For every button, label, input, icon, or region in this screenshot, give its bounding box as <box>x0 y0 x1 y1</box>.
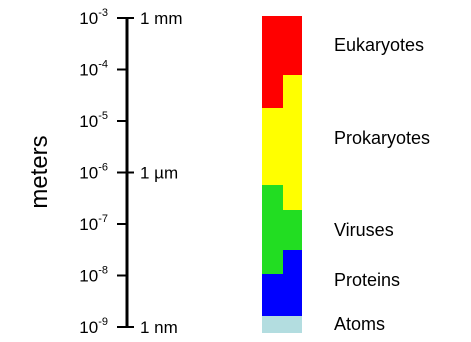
label-viruses: Viruses <box>334 220 394 240</box>
unit-label: 1 µm <box>140 164 178 183</box>
tick-label: 10-8 <box>79 265 108 286</box>
unit-label: 1 nm <box>140 318 178 337</box>
tick-label-exponent: -3 <box>98 7 108 19</box>
tick-label: 10-3 <box>79 7 108 28</box>
tick-label-mantissa: 10 <box>79 164 98 183</box>
label-atoms: Atoms <box>334 314 385 334</box>
atoms-band <box>262 316 302 333</box>
viruses-band <box>262 185 302 274</box>
axis-ticks: 10-310-410-510-610-710-810-9 <box>79 7 134 337</box>
eukaryotes-band <box>262 16 302 108</box>
tick-label: 10-7 <box>79 213 108 234</box>
tick-label-mantissa: 10 <box>79 112 98 131</box>
tick-label-mantissa: 10 <box>79 9 98 28</box>
label-eukaryotes: Eukaryotes <box>334 35 424 55</box>
tick-label-exponent: -8 <box>98 265 108 277</box>
tick-label-exponent: -9 <box>98 316 108 328</box>
tick-label-exponent: -5 <box>98 110 108 122</box>
unit-label: 1 mm <box>140 9 183 28</box>
proteins-band <box>262 250 302 316</box>
tick-label-exponent: -7 <box>98 213 108 225</box>
label-proteins: Proteins <box>334 270 400 290</box>
tick-label: 10-4 <box>79 59 108 80</box>
label-prokaryotes: Prokaryotes <box>334 128 430 148</box>
axis-title: meters <box>26 135 53 208</box>
category-bar <box>262 16 302 333</box>
tick-label-mantissa: 10 <box>79 61 98 80</box>
tick-label-mantissa: 10 <box>79 318 98 337</box>
tick-label-exponent: -6 <box>98 162 108 174</box>
tick-label-mantissa: 10 <box>79 267 98 286</box>
tick-label: 10-5 <box>79 110 108 131</box>
tick-label-mantissa: 10 <box>79 215 98 234</box>
prokaryotes-band <box>262 75 302 210</box>
unit-labels: 1 mm 1 µm 1 nm <box>140 9 183 337</box>
tick-label: 10-6 <box>79 162 108 183</box>
tick-label: 10-9 <box>79 316 108 337</box>
tick-label-exponent: -4 <box>98 59 108 71</box>
